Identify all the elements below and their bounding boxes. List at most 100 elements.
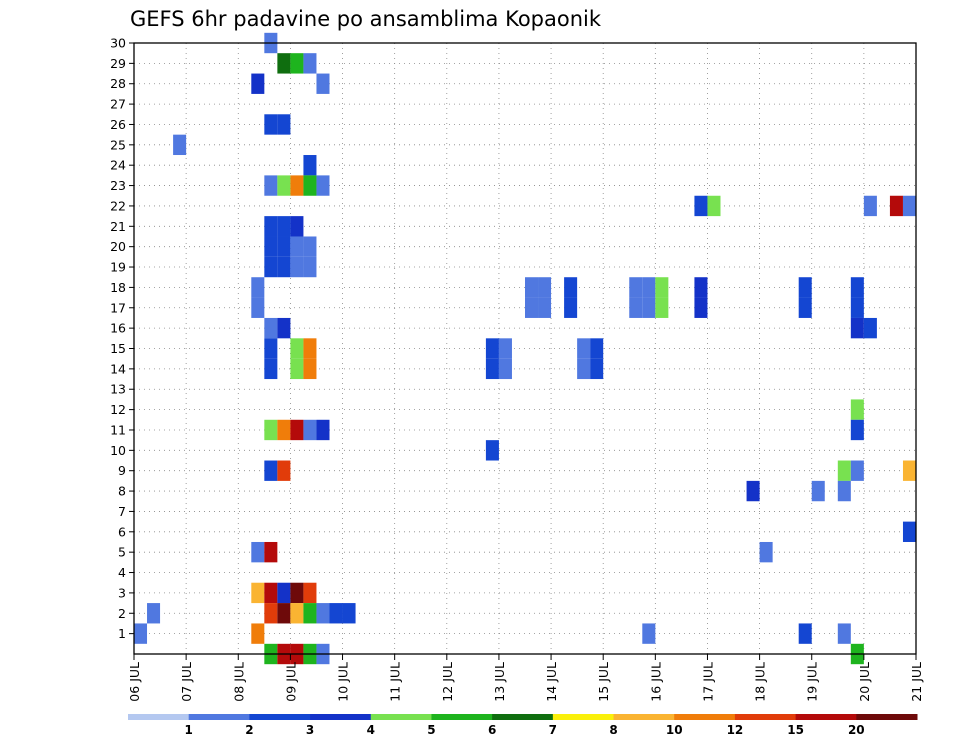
heatmap-cell <box>316 419 330 441</box>
y-tick-label: 30 <box>110 36 126 51</box>
x-tick-label: 08 JUL <box>231 662 246 702</box>
x-tick-label: 09 JUL <box>283 662 298 702</box>
y-tick-label: 18 <box>110 280 126 295</box>
heatmap-cell <box>134 623 148 644</box>
heatmap-cell <box>277 256 291 278</box>
heatmap-cell <box>303 419 317 441</box>
heatmap-cell <box>590 338 604 359</box>
y-tick-label: 2 <box>118 606 126 621</box>
heatmap-cell <box>498 358 512 380</box>
x-tick-label: 15 JUL <box>596 662 611 702</box>
x-tick-label: 13 JUL <box>492 662 507 702</box>
y-tick-label: 29 <box>110 56 126 71</box>
heatmap-cell <box>264 256 278 278</box>
heatmap-cell <box>264 236 278 257</box>
heatmap-cell <box>264 582 278 604</box>
x-tick-label: 11 JUL <box>388 662 403 702</box>
legend-swatch <box>370 714 432 720</box>
heatmap-cell <box>277 53 291 74</box>
heatmap-cell <box>902 521 916 542</box>
y-axis: 1234567891011121314151617181920212223242… <box>110 36 134 641</box>
heatmap-cell <box>251 541 265 563</box>
y-tick-label: 22 <box>110 198 126 213</box>
heatmap-cell <box>303 338 317 359</box>
heatmap-cell <box>798 623 812 644</box>
heatmap-cell <box>303 582 317 604</box>
legend-swatch <box>431 714 493 720</box>
heatmap-cell <box>485 440 499 461</box>
heatmap-cell <box>303 155 317 176</box>
legend-label: 10 <box>666 723 683 737</box>
heatmap-cell <box>694 195 708 217</box>
legend-label: 8 <box>609 723 617 737</box>
y-tick-label: 15 <box>110 341 126 356</box>
x-tick-label: 10 JUL <box>336 662 351 702</box>
legend-label: 15 <box>787 723 804 737</box>
heatmap-cell <box>577 358 591 380</box>
heatmap-cell <box>655 277 669 298</box>
x-tick-label: 17 JUL <box>700 662 715 702</box>
heatmap-cell <box>629 277 643 298</box>
heatmap-cell <box>264 603 278 624</box>
heatmap-cell <box>850 419 864 441</box>
legend-swatch <box>856 714 918 720</box>
x-tick-label: 16 JUL <box>648 662 663 702</box>
legend-swatch <box>249 714 311 720</box>
heatmap-cell <box>564 297 578 318</box>
heatmap-cell <box>837 480 851 502</box>
heatmap-cell <box>251 297 265 318</box>
y-tick-label: 26 <box>110 117 126 132</box>
heatmap-cell <box>811 480 825 502</box>
heatmap-cell <box>277 582 291 604</box>
y-tick-label: 19 <box>110 260 126 275</box>
legend-swatch <box>188 714 250 720</box>
y-tick-label: 12 <box>110 402 126 417</box>
heatmap-cell <box>264 419 278 441</box>
heatmap-cell <box>538 277 552 298</box>
legend-swatch <box>310 714 372 720</box>
heatmap-cell <box>655 297 669 318</box>
heatmap-cell <box>264 541 278 563</box>
legend-swatch <box>613 714 675 720</box>
heatmap-cell <box>290 175 304 196</box>
heatmap-cell <box>277 460 291 481</box>
x-axis: 06 JUL 07 JUL 08 JUL 09 JUL 10 JUL 11 JUL 12 J… <box>127 654 924 702</box>
y-tick-label: 17 <box>110 300 126 315</box>
y-tick-label: 5 <box>118 545 126 560</box>
heatmap-cell <box>525 297 539 318</box>
heatmap-cell <box>147 603 161 624</box>
heatmap-cells <box>134 32 916 665</box>
heatmap-cell <box>798 297 812 318</box>
heatmap-cell <box>290 216 304 237</box>
heatmap-cell <box>863 195 877 217</box>
heatmap-cell <box>290 53 304 74</box>
heatmap-cell <box>629 297 643 318</box>
x-tick-label: 19 JUL <box>805 662 820 702</box>
heatmap-cell <box>798 277 812 298</box>
legend-label: 6 <box>488 723 496 737</box>
heatmap-cell <box>850 399 864 420</box>
heatmap-cell <box>251 623 265 644</box>
heatmap-cell <box>277 317 291 339</box>
legend-label: 5 <box>427 723 435 737</box>
x-tick-label: 21 JUL <box>909 662 924 702</box>
legend-label: 3 <box>306 723 314 737</box>
legend-label: 20 <box>848 723 865 737</box>
heatmap-cell <box>342 603 356 624</box>
heatmap-cell <box>251 582 265 604</box>
heatmap-cell <box>173 134 187 156</box>
y-tick-label: 16 <box>110 321 126 336</box>
heatmap-cell <box>277 216 291 237</box>
heatmap-cell <box>303 53 317 74</box>
heatmap-cell <box>850 277 864 298</box>
legend-swatch <box>674 714 736 720</box>
x-tick-label: 06 JUL <box>127 662 142 702</box>
y-tick-label: 14 <box>110 361 126 376</box>
legend-label: 7 <box>549 723 557 737</box>
y-tick-label: 25 <box>110 137 126 152</box>
heatmap-cell <box>316 603 330 624</box>
heatmap-cell <box>564 277 578 298</box>
heatmap-cell <box>850 297 864 318</box>
x-tick-label: 14 JUL <box>544 662 559 702</box>
heatmap-cell <box>889 195 903 217</box>
